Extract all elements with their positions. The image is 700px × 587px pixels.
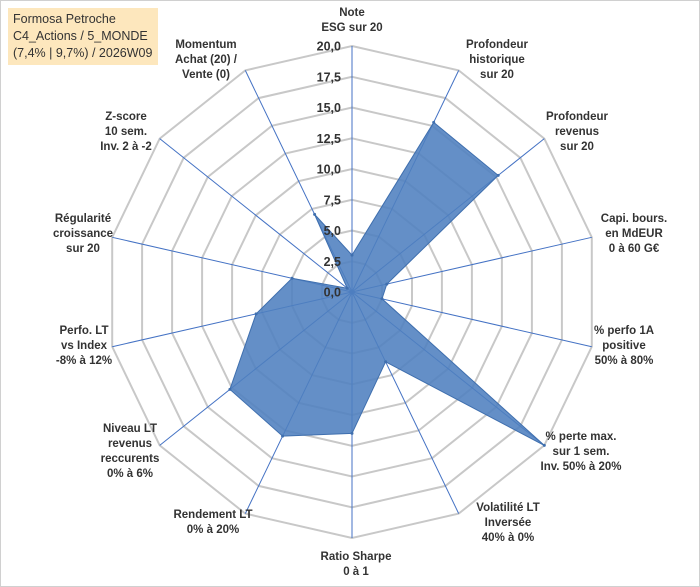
tick-label: 7,5	[324, 193, 341, 207]
axis-label: Ratio Sharpe 0 à 1	[321, 551, 392, 578]
axis-label: Z-score 10 sem. Inv. 2 à -2	[100, 111, 152, 153]
tick-label: 5,0	[324, 224, 341, 238]
data-point	[542, 443, 546, 447]
axis-spoke	[351, 291, 592, 348]
axis-label: Rendement LT 0% à 20%	[173, 509, 252, 536]
data-point	[432, 120, 436, 124]
data-point	[350, 253, 354, 257]
tick-label: 15,0	[317, 101, 341, 115]
axis-label: % perfo 1A positive 50% à 80%	[594, 325, 654, 367]
tick-label: 0,0	[324, 286, 341, 300]
axis-labels: Note ESG sur 20 Profondeur historique sur 20…	[53, 7, 667, 578]
company-name: Formosa Petroche	[13, 12, 116, 26]
data-point	[380, 297, 384, 301]
axis-label: Note ESG sur 20	[321, 7, 382, 34]
axis-label: Momentum Achat (20) / Vente (0)	[175, 39, 238, 81]
axis-label: Niveau LT revenus reccurents 0% à 6%	[101, 423, 160, 480]
data-point	[254, 312, 258, 316]
data-point	[496, 173, 500, 177]
data-point	[350, 431, 354, 435]
data-point	[313, 212, 317, 216]
performance-week-label: (7,4% | 9,7%) / 2026W09	[13, 46, 153, 60]
data-point	[290, 276, 294, 280]
data-point	[281, 434, 285, 438]
tick-label: 17,5	[317, 70, 341, 84]
axis-spoke	[351, 236, 592, 293]
axis-label: % perte max. sur 1 sem. Inv. 50% à 20%	[541, 431, 622, 473]
axis-label: Profondeur revenus sur 20	[546, 111, 608, 153]
data-point	[384, 360, 388, 364]
tick-label: 10,0	[317, 163, 341, 177]
data-point	[345, 286, 349, 290]
axis-label: Régularité croissance sur 20	[53, 213, 113, 255]
axis-label: Volatilité LT Inversée 40% à 0%	[476, 502, 539, 544]
axis-spoke	[159, 138, 353, 293]
axis-label: Capi. bours. en MdEUR 0 à 60 G€	[601, 213, 667, 255]
tick-label: 20,0	[317, 40, 341, 54]
category-label: C4_Actions / 5_MONDE	[13, 29, 148, 43]
data-point	[228, 387, 232, 391]
tick-label: 2,5	[324, 255, 341, 269]
tick-label: 12,5	[317, 132, 341, 146]
title-box: Formosa Petroche C4_Actions / 5_MONDE (7…	[8, 8, 158, 65]
radar-series	[228, 120, 546, 447]
axis-label: Profondeur historique sur 20	[466, 39, 528, 81]
data-point	[385, 282, 389, 286]
radial-tick-labels: 0,0 2,5 5,0 7,5 10,0 12,5 15,0 17,5 20,0	[317, 40, 341, 300]
axis-label: Perfo. LT vs Index -8% à 12%	[56, 325, 112, 367]
